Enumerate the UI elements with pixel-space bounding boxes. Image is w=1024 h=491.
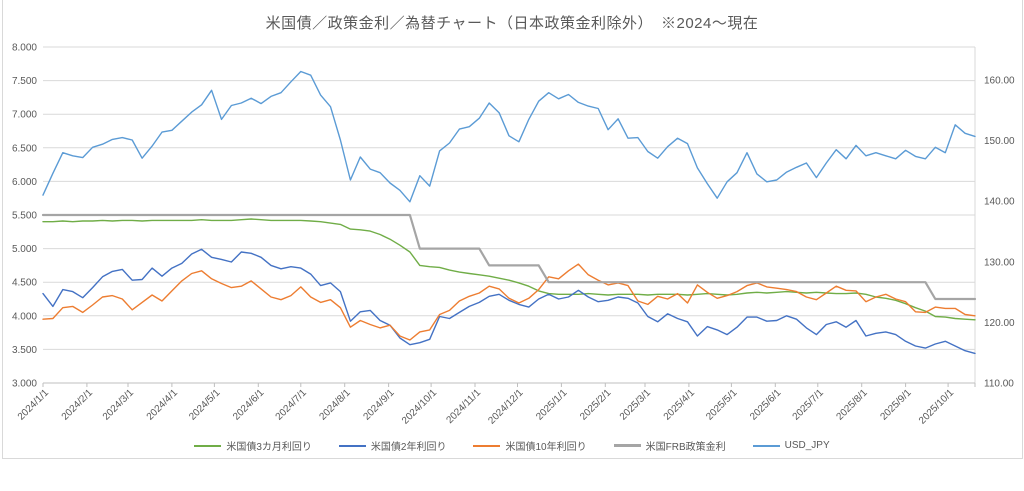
series-line-3 — [41, 213, 977, 301]
legend-item: 米国FRB政策金利 — [613, 438, 726, 453]
x-axis-tick-label: 2025/1/1 — [534, 387, 570, 423]
right-axis-tick-label: 110.00 — [984, 379, 1014, 390]
right-axis-tick-label: 120.00 — [984, 318, 1015, 329]
chart-legend: 米国債3カ月利回り 米国債2年利回り 米国債10年利回り 米国FRB政策金利 USD_J… — [12, 438, 1012, 453]
left-axis-tick-label: 4.000 — [12, 311, 37, 322]
x-axis-tick-label: 2025/2/1 — [578, 387, 614, 423]
left-axis-tick-label: 7.000 — [12, 110, 37, 121]
chart-frame — [2, 0, 1023, 459]
left-axis-tick-label: 7.500 — [12, 76, 37, 87]
right-axis-labels: 160.00 150.00 140.00 130.00 120.00 110.00 — [984, 76, 1015, 390]
series-line-4 — [42, 70, 976, 203]
x-axis-tick-label: 2025/8/1 — [835, 387, 871, 423]
chart-title: 米国債／政策金利／為替チャート（日本政策金利除外） ※2024～現在 — [265, 15, 759, 32]
left-axis-tick-label: 5.500 — [12, 211, 37, 222]
x-axis-tick-label: 2025/9/1 — [878, 387, 914, 423]
series-line-2 — [42, 263, 976, 341]
x-axis-tick-label: 2025/4/1 — [662, 387, 698, 423]
x-axis-tick-label: 2024/9/1 — [361, 387, 397, 423]
x-axis — [42, 382, 976, 387]
legend-label: 米国債2年利回り — [370, 442, 447, 453]
x-axis-tick-label: 2025/10/1 — [917, 387, 957, 427]
x-axis-tick-label: 2025/7/1 — [791, 387, 827, 423]
x-axis-tick-label: 2024/4/1 — [145, 387, 181, 423]
x-axis-tick-label: 2024/7/1 — [274, 387, 310, 423]
x-axis-tick-label: 2024/8/1 — [318, 387, 354, 423]
x-axis-tick-label: 2024/5/1 — [187, 387, 223, 423]
gridlines — [43, 46, 976, 384]
left-axis-tick-label: 6.500 — [12, 143, 37, 154]
left-axis-tick-label: 4.500 — [12, 278, 37, 289]
x-axis-tick-label: 2024/11/1 — [444, 387, 483, 426]
legend-line-sample — [338, 444, 366, 447]
x-axis-tick-label: 2024/10/1 — [400, 387, 440, 427]
right-axis-tick-label: 130.00 — [984, 257, 1015, 268]
legend-item: 米国債2年利回り — [338, 438, 447, 453]
legend-line-sample — [613, 444, 641, 447]
x-axis-tick-label: 2025/6/1 — [748, 387, 784, 423]
legend-label: 米国FRB政策金利 — [645, 442, 726, 453]
left-axis-tick-label: 3.000 — [12, 379, 37, 390]
legend-label: 米国債3カ月利回り — [226, 442, 312, 453]
left-axis-tick-label: 6.000 — [12, 177, 37, 188]
left-axis-tick-label: 3.500 — [12, 345, 37, 356]
x-axis-tick-label: 2024/6/1 — [231, 387, 267, 423]
series-line-0 — [42, 218, 976, 321]
legend-item: 米国債10年利回り — [473, 438, 587, 453]
left-axis-tick-label: 5.000 — [12, 244, 37, 255]
series-line-1 — [42, 248, 976, 355]
x-axis-tick-label: 2024/2/1 — [60, 387, 96, 423]
x-axis-tick-label: 2025/5/1 — [704, 387, 740, 423]
x-axis-tick-label: 2025/3/1 — [618, 387, 654, 423]
x-axis-tick-label: 2024/3/1 — [101, 387, 137, 423]
x-axis-tick-label: 2024/12/1 — [486, 387, 526, 427]
right-axis-tick-label: 160.00 — [984, 76, 1015, 87]
right-axis-tick-label: 140.00 — [984, 197, 1015, 208]
x-axis-tick-label: 2024/1/1 — [16, 387, 52, 423]
legend-line-sample — [473, 444, 501, 447]
left-axis-labels: 8.000 7.500 7.000 6.500 6.000 5.500 5.000 4.500… — [12, 43, 37, 390]
legend-line-sample — [194, 444, 222, 447]
legend-item: 米国債3カ月利回り — [194, 438, 312, 453]
legend-item: USD_JPY — [752, 440, 830, 451]
right-axis-tick-label: 150.00 — [984, 136, 1015, 147]
legend-line-sample — [752, 444, 780, 447]
legend-label: 米国債10年利回り — [505, 442, 587, 453]
x-axis-labels: 2024/1/1 2024/2/1 2024/3/1 2024/4/1 2024/5/1… — [16, 387, 957, 427]
left-axis-tick-label: 8.000 — [12, 43, 37, 54]
legend-label: USD_JPY — [784, 440, 830, 451]
